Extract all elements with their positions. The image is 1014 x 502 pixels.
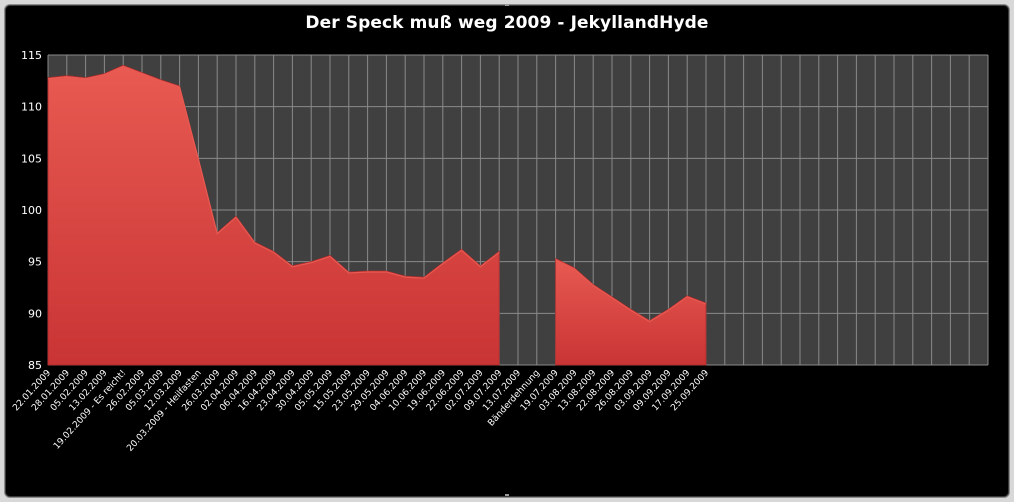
- chart-title: Der Speck muß weg 2009 - JekyllandHyde: [305, 13, 709, 33]
- resize-handle-top[interactable]: [505, 4, 509, 6]
- y-tick-label: 85: [28, 359, 42, 372]
- x-axis-ticks: 22.01.200928.01.200905.02.200913.02.2009…: [11, 368, 711, 454]
- area-top-edge: [47, 65, 500, 279]
- resize-handle-bottom[interactable]: [505, 494, 509, 496]
- y-tick-label: 110: [21, 101, 42, 114]
- area-series: [47, 64, 707, 366]
- y-tick-label: 105: [21, 152, 42, 165]
- area-top-edge: [555, 259, 707, 323]
- area-segment: [47, 64, 500, 366]
- y-axis-ticks: 85 90 95 100 105 110 115: [21, 49, 42, 372]
- y-tick-label: 90: [28, 307, 42, 320]
- y-tick-label: 95: [28, 256, 42, 269]
- y-tick-label: 115: [21, 49, 42, 62]
- y-tick-label: 100: [21, 204, 42, 217]
